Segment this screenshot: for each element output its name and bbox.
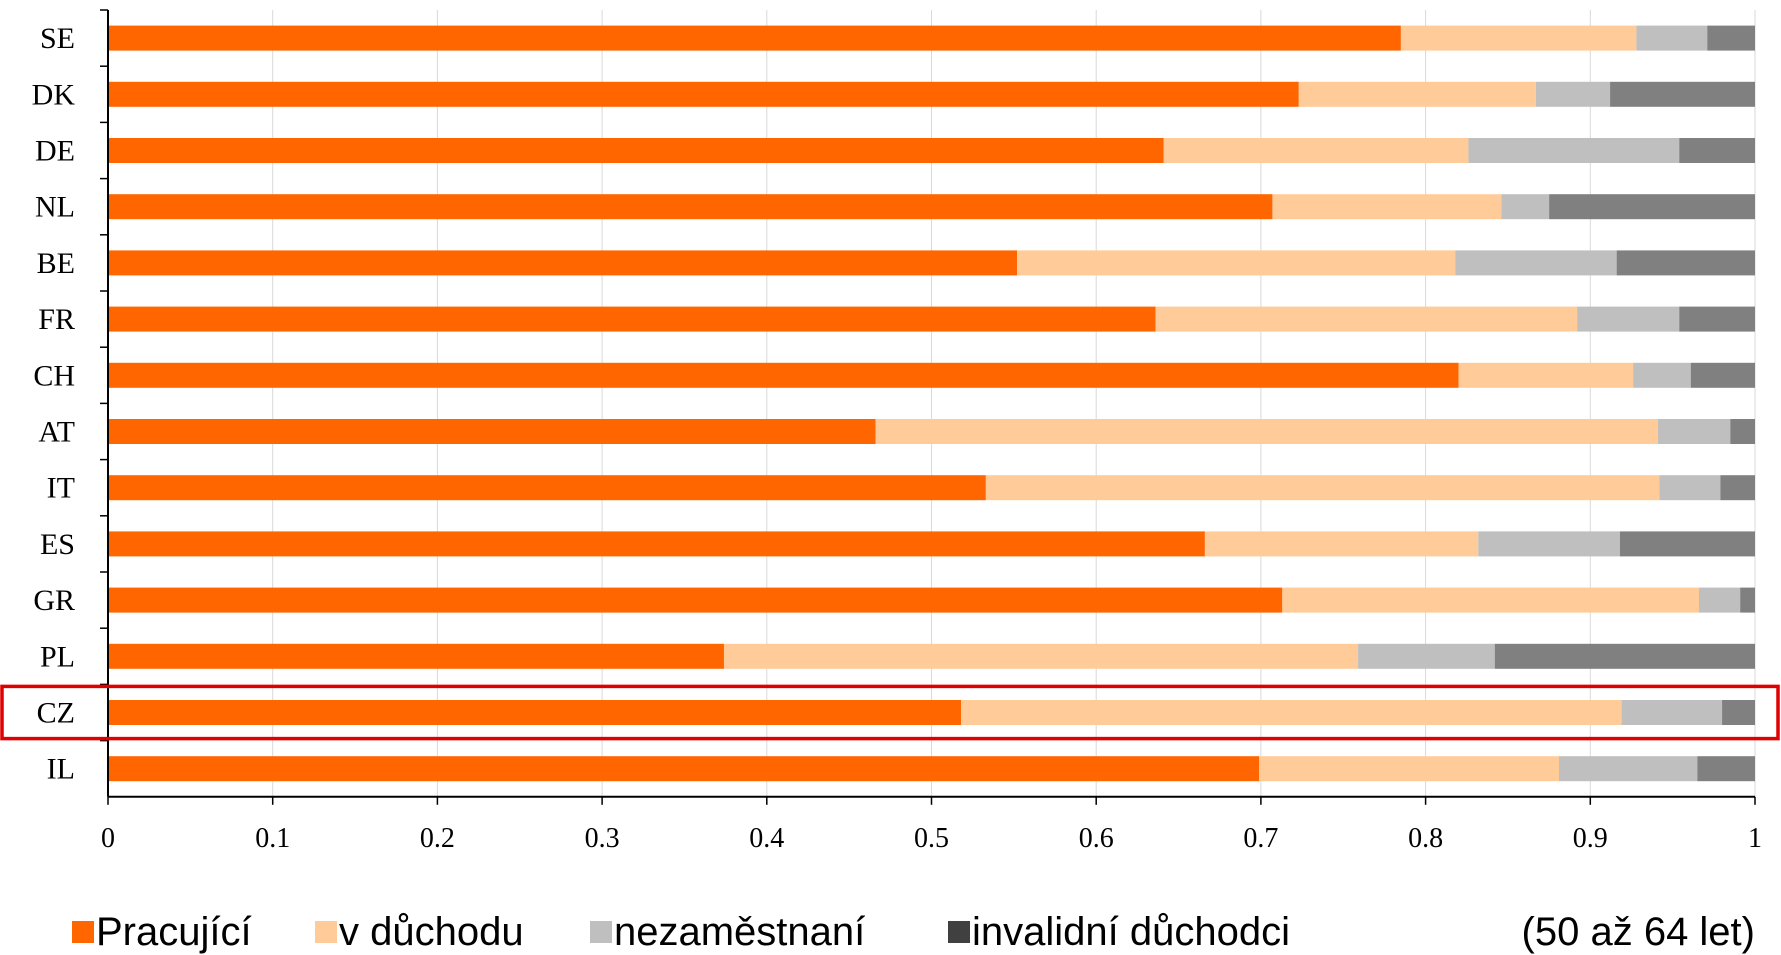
bar-segment bbox=[1501, 194, 1550, 220]
bar-segment bbox=[1259, 756, 1560, 782]
bar-segment bbox=[108, 475, 986, 501]
bar-segment bbox=[1707, 25, 1755, 51]
x-tick-label: 0.6 bbox=[1079, 823, 1114, 854]
bar-segment bbox=[1577, 306, 1680, 332]
bar-segment bbox=[108, 306, 1156, 332]
bar-segment bbox=[1535, 81, 1611, 107]
bar-segment bbox=[1478, 531, 1620, 557]
bar-segment bbox=[1679, 306, 1755, 332]
bar-segment bbox=[1621, 700, 1723, 725]
x-tick-label: 0.4 bbox=[749, 823, 784, 854]
bar-segment bbox=[1697, 756, 1755, 782]
x-tick-label: 0.8 bbox=[1408, 823, 1443, 854]
bar-group bbox=[108, 25, 1755, 782]
legend-label: invalidní důchodci bbox=[972, 910, 1290, 954]
bar-segment bbox=[1400, 25, 1637, 51]
bar-segment bbox=[108, 643, 724, 669]
bar-segment bbox=[1298, 81, 1536, 107]
bar-segment bbox=[1619, 531, 1755, 557]
legend-swatch bbox=[315, 921, 337, 943]
bar-segment bbox=[1659, 475, 1721, 501]
legend-swatch bbox=[590, 921, 612, 943]
bar-segment bbox=[1699, 587, 1741, 613]
x-tick-label: 1 bbox=[1748, 823, 1762, 854]
legend-label: v důchodu bbox=[339, 910, 524, 954]
x-tick-label: 0.7 bbox=[1243, 823, 1278, 854]
category-label: IT bbox=[47, 472, 75, 505]
bar-segment bbox=[1633, 362, 1691, 388]
legend: Pracující v důchodu nezaměstnaní invalidní … bbox=[72, 910, 1290, 954]
bar-segment bbox=[108, 81, 1299, 107]
bar-segment bbox=[1455, 250, 1617, 276]
bar-segment bbox=[1204, 531, 1479, 557]
highlight-group bbox=[0, 684, 1780, 741]
bar-segment bbox=[723, 643, 1359, 669]
bar-segment bbox=[1468, 138, 1680, 163]
x-tick-label: 0.1 bbox=[255, 823, 290, 854]
bar-segment bbox=[108, 138, 1164, 163]
x-tick-label: 0.9 bbox=[1573, 823, 1608, 854]
bar-segment bbox=[1679, 138, 1755, 163]
bar-segment bbox=[108, 362, 1459, 388]
bar-segment bbox=[108, 756, 1260, 782]
category-label: NL bbox=[35, 191, 75, 224]
labels: 0 0.1 0.2 0.3 0.4 0.5 0.6 0.7 0.8 0.9 1 SE DK DE NL BE F… bbox=[32, 22, 1762, 854]
category-label: IL bbox=[47, 753, 75, 786]
x-tick-label: 0.2 bbox=[420, 823, 455, 854]
legend-swatch bbox=[948, 921, 970, 943]
bar-segment bbox=[1017, 250, 1456, 276]
bar-segment bbox=[1282, 587, 1700, 613]
category-label: DE bbox=[35, 135, 75, 168]
bar-segment bbox=[985, 475, 1660, 501]
bar-segment bbox=[1494, 643, 1755, 669]
highlight-box bbox=[0, 684, 1780, 741]
category-label: BE bbox=[37, 247, 75, 280]
bar-segment bbox=[1559, 756, 1698, 782]
bar-segment bbox=[1272, 194, 1502, 220]
bar-segment bbox=[108, 250, 1018, 276]
bar-segment bbox=[1616, 250, 1755, 276]
bar-segment bbox=[1730, 419, 1755, 444]
category-label: CZ bbox=[37, 697, 75, 730]
bar-segment bbox=[108, 194, 1273, 220]
bar-segment bbox=[1358, 643, 1495, 669]
axes bbox=[100, 9, 1756, 805]
bar-segment bbox=[108, 25, 1401, 51]
x-tick-label: 0.5 bbox=[914, 823, 949, 854]
bar-segment bbox=[108, 587, 1283, 613]
category-label: CH bbox=[33, 359, 75, 392]
bar-segment bbox=[875, 419, 1658, 444]
x-tick-label: 0 bbox=[101, 823, 115, 854]
category-label: ES bbox=[40, 528, 75, 561]
bar-segment bbox=[1722, 700, 1755, 725]
gridlines bbox=[272, 10, 1756, 797]
category-label: PL bbox=[40, 640, 75, 673]
bar-segment bbox=[108, 419, 876, 444]
category-label: FR bbox=[38, 303, 75, 336]
category-label: SE bbox=[40, 22, 75, 55]
legend-label: nezaměstnaní bbox=[614, 910, 865, 954]
category-label: AT bbox=[38, 416, 75, 449]
age-range-annotation: (50 až 64 let) bbox=[1522, 910, 1755, 954]
bar-segment bbox=[1636, 25, 1708, 51]
bar-segment bbox=[1740, 587, 1755, 613]
bar-segment bbox=[1657, 419, 1731, 444]
bar-segment bbox=[1610, 81, 1755, 107]
x-tick-label: 0.3 bbox=[585, 823, 620, 854]
bar-segment bbox=[108, 700, 962, 725]
legend-label: Pracující bbox=[96, 910, 252, 954]
bar-segment bbox=[1720, 475, 1755, 501]
bar-segment bbox=[1458, 362, 1634, 388]
bar-segment bbox=[1690, 362, 1755, 388]
category-label: DK bbox=[32, 78, 76, 111]
bar-segment bbox=[961, 700, 1622, 725]
category-label: GR bbox=[33, 584, 75, 617]
bar-segment bbox=[1163, 138, 1469, 163]
bar-segment bbox=[108, 531, 1205, 557]
bar-segment bbox=[1155, 306, 1578, 332]
legend-swatch bbox=[72, 921, 94, 943]
bar-segment bbox=[1549, 194, 1755, 220]
